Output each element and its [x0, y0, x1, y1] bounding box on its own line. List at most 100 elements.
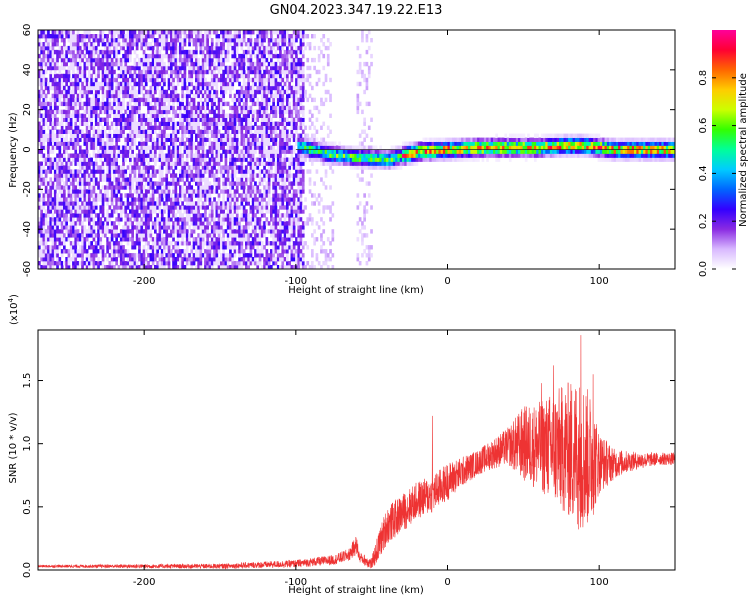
- heatmap-cell: [58, 257, 62, 262]
- heatmap-cell: [224, 161, 228, 166]
- heatmap-cell: [90, 113, 93, 118]
- heatmap-cell: [201, 61, 205, 67]
- heatmap-cell: [201, 201, 205, 206]
- heatmap-cell: [272, 185, 275, 190]
- heatmap-cell: [247, 81, 250, 87]
- heatmap-cell: [192, 85, 196, 91]
- heatmap-cell: [60, 57, 64, 63]
- heatmap-cell: [222, 233, 225, 238]
- heatmap-cell: [44, 30, 48, 35]
- heatmap-cell: [113, 121, 116, 126]
- heatmap-cell: [85, 85, 89, 91]
- heatmap-cell: [131, 185, 134, 190]
- heatmap-cell: [158, 169, 162, 174]
- heatmap-cell: [179, 265, 182, 269]
- heatmap-cell: [124, 233, 128, 238]
- heatmap-cell: [124, 181, 128, 186]
- heatmap-cell: [142, 93, 146, 99]
- heatmap-cell: [260, 93, 264, 99]
- heatmap-cell: [83, 121, 87, 126]
- heatmap-cell: [40, 169, 43, 174]
- heatmap-cell: [113, 53, 116, 59]
- heatmap-cell: [224, 125, 228, 130]
- heatmap-cell: [204, 241, 207, 246]
- heatmap-cell: [104, 42, 107, 47]
- heatmap-cell: [204, 193, 207, 198]
- heatmap-cell: [140, 113, 144, 118]
- heatmap-cell: [156, 57, 159, 63]
- heatmap-cell: [190, 169, 194, 174]
- heatmap-cell: [176, 97, 180, 103]
- heatmap-cell: [197, 93, 200, 99]
- heatmap-cell: [240, 61, 244, 67]
- heatmap-cell: [167, 73, 171, 79]
- heatmap-cell: [115, 233, 118, 238]
- heatmap-cell: [195, 153, 198, 158]
- heatmap-cell: [156, 217, 159, 222]
- heatmap-cell: [165, 177, 169, 182]
- heatmap-cell: [272, 129, 275, 134]
- heatmap-cell: [188, 73, 191, 79]
- heatmap-cell: [101, 117, 105, 122]
- heatmap-cell: [44, 145, 48, 150]
- heatmap-cell: [122, 201, 125, 206]
- heatmap-cell: [78, 161, 82, 166]
- heatmap-cell: [170, 225, 173, 230]
- heatmap-cell: [235, 185, 239, 190]
- heatmap-cell: [263, 169, 266, 174]
- heatmap-cell: [208, 257, 212, 262]
- heatmap-cell: [129, 257, 132, 262]
- heatmap-cell: [47, 57, 50, 63]
- heatmap-cell: [160, 57, 164, 63]
- heatmap-cell: [245, 265, 248, 269]
- heatmap-cell: [254, 249, 257, 254]
- heatmap-cell: [247, 153, 250, 158]
- heatmap-cell: [83, 45, 87, 51]
- heatmap-cell: [210, 209, 214, 214]
- heatmap-cell: [133, 81, 137, 87]
- heatmap-cell: [44, 65, 48, 71]
- heatmap-cell: [63, 245, 66, 250]
- heatmap-cell: [69, 161, 73, 166]
- heatmap-cell: [85, 253, 89, 258]
- heatmap-cell: [140, 153, 144, 158]
- heatmap-cell: [217, 105, 221, 111]
- heatmap-cell: [67, 125, 71, 130]
- heatmap-cell: [217, 57, 221, 63]
- heatmap-cell: [165, 105, 169, 111]
- heatmap-cell: [213, 249, 216, 254]
- heatmap-cell: [199, 85, 203, 91]
- heatmap-cell: [190, 121, 194, 126]
- heatmap-cell: [229, 253, 232, 258]
- heatmap-cell: [201, 101, 205, 107]
- heatmap-cell: [126, 137, 130, 142]
- heatmap-cell: [210, 189, 214, 194]
- heatmap-cell: [51, 61, 55, 67]
- heatmap-cell: [110, 249, 114, 254]
- heatmap-cell: [270, 149, 273, 154]
- heatmap-cell: [60, 133, 64, 138]
- heatmap-cell: [174, 173, 178, 178]
- heatmap-cell: [204, 225, 207, 230]
- heatmap-cell: [53, 137, 57, 142]
- heatmap-cell: [251, 217, 255, 222]
- heatmap-cell: [195, 53, 198, 59]
- heatmap-cell: [72, 201, 75, 206]
- heatmap-cell: [156, 97, 159, 103]
- heatmap-cell: [88, 42, 91, 47]
- heatmap-cell: [126, 233, 130, 238]
- heatmap-cell: [163, 189, 166, 194]
- heatmap-cell: [167, 145, 171, 150]
- heatmap-cell: [254, 189, 257, 194]
- heatmap-cell: [154, 89, 157, 95]
- heatmap-cell: [74, 53, 78, 59]
- heatmap-cell: [133, 77, 137, 83]
- heatmap-cell: [188, 49, 191, 55]
- heatmap-cell: [222, 173, 225, 178]
- heatmap-cell: [242, 181, 246, 186]
- heatmap-cell: [72, 253, 75, 258]
- heatmap-cell: [138, 253, 141, 258]
- heatmap-cell: [172, 49, 175, 55]
- heatmap-cell: [74, 225, 78, 230]
- heatmap-cell: [254, 69, 257, 75]
